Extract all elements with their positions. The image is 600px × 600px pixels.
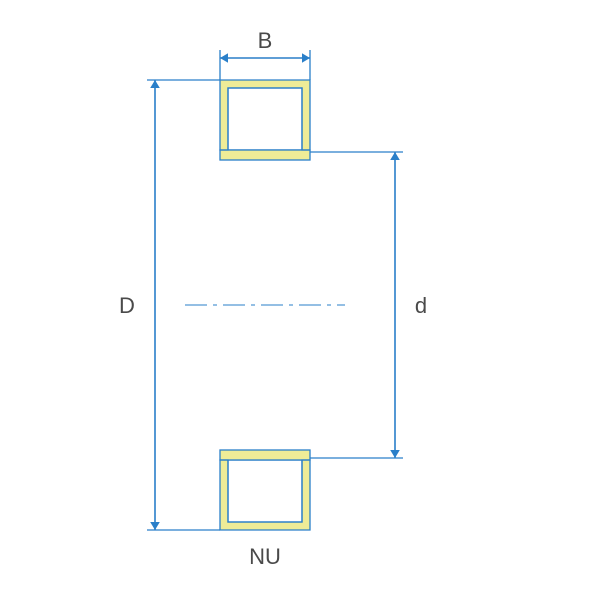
diagram-title: NU [249,544,281,569]
label-width: B [258,28,273,53]
diagram-svg: Dd B NU [0,0,600,600]
label-outer-diameter: D [119,293,135,318]
label-inner-diameter: d [415,293,427,318]
bearing-diagram: Dd B NU [0,0,600,600]
